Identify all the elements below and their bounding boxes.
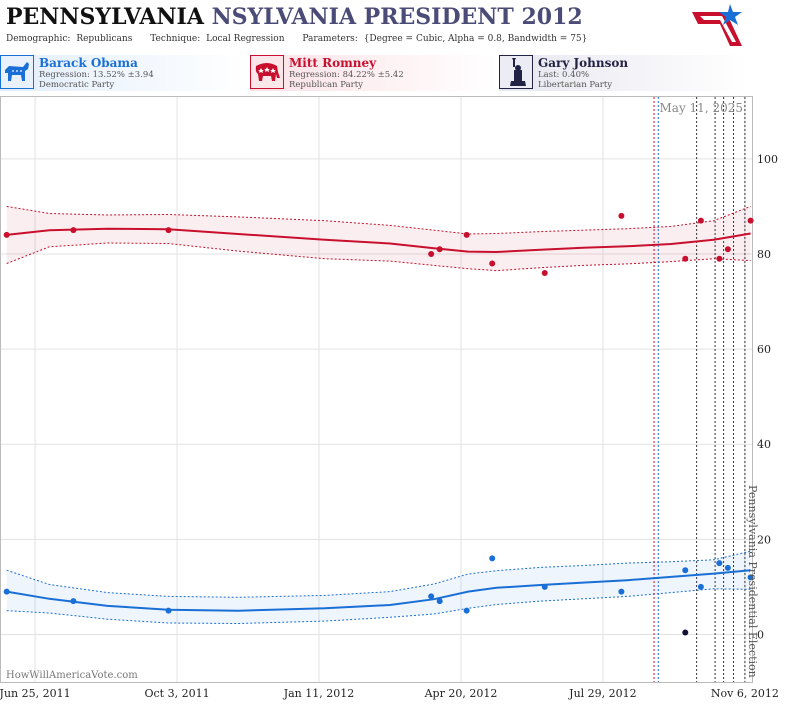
- barack-obama-poll-point: [70, 598, 77, 605]
- barack-obama-poll-point: [697, 583, 704, 590]
- candidate-party: Republican Party: [289, 80, 363, 90]
- mitt-romney-poll-point: [747, 217, 754, 224]
- mitt-romney-poll-point: [489, 260, 496, 267]
- demographic-value: Republicans: [76, 34, 133, 44]
- barack-obama-poll-point: [724, 564, 731, 571]
- mitt-romney-trend-line: [6, 227, 751, 254]
- x-tick-label: Apr 20, 2012: [424, 687, 498, 700]
- barack-obama-lower-bound: [6, 588, 751, 625]
- poll-points: [3, 212, 754, 636]
- barack-obama-poll-point: [682, 567, 689, 574]
- barack-obama-poll-point: [716, 560, 723, 567]
- mitt-romney-poll-point: [70, 227, 77, 234]
- parameters-label: Parameters:: [302, 34, 358, 44]
- barack-obama-poll-point: [541, 583, 548, 590]
- date-stamp: May 11, 2025: [660, 101, 743, 115]
- candidate-party: Libertarian Party: [538, 80, 613, 90]
- mitt-romney-poll-point: [716, 255, 723, 262]
- barack-obama-poll-point: [747, 574, 754, 581]
- mitt-romney-poll-point: [436, 246, 443, 253]
- barack-obama-poll-point: [428, 593, 435, 600]
- plot-frame: [0, 96, 753, 683]
- candidate-regression: Regression: 13.52% ±3.94: [39, 70, 154, 80]
- candidate-name: Barack Obama: [39, 56, 138, 70]
- mitt-romney-poll-point: [724, 246, 731, 253]
- mitt-romney-poll-point: [541, 269, 548, 276]
- demographic-label: Demographic:: [6, 34, 71, 44]
- barack-obama-confidence-band: [6, 551, 751, 624]
- y-tick-label: 20: [757, 533, 771, 546]
- candidate-regression: Regression: 84.22% ±5.42: [289, 70, 404, 80]
- mitt-romney-upper-bound: [6, 205, 751, 235]
- y-tick-label: 100: [757, 153, 778, 166]
- parameters-value: {Degree = Cubic, Alpha = 0.8, Bandwidth …: [363, 34, 588, 44]
- candidate-panel-obama[interactable]: Barack Obama Regression: 13.52% ±3.94 De…: [0, 55, 248, 91]
- x-axis: Jun 25, 2011 Oct 3, 2011 Jan 11, 2012 Apr 2…: [0, 687, 779, 700]
- title-state: PENNSYLVANIA: [6, 4, 204, 30]
- x-tick-label: Nov 6, 2012: [711, 687, 779, 700]
- confidence-bands: [6, 205, 751, 625]
- y-axis: 0 20 40 60 80 100: [757, 153, 778, 642]
- barack-obama-poll-point: [463, 607, 470, 614]
- y-tick-label: 40: [757, 438, 771, 451]
- mitt-romney-poll-point: [3, 231, 10, 238]
- chart-parameters: Demographic: Republicans Technique: Loca…: [6, 34, 590, 44]
- x-tick-label: Jul 29, 2012: [568, 687, 637, 700]
- candidate-panel-johnson[interactable]: Gary Johnson Last: 0.40% Libertarian Par…: [499, 55, 749, 91]
- barack-obama-poll-point: [618, 588, 625, 595]
- gary-johnson-poll-point: [682, 629, 689, 636]
- barack-obama-poll-point: [489, 555, 496, 562]
- site-logo-icon[interactable]: [686, 2, 750, 52]
- y-tick-label: 0: [757, 628, 764, 641]
- technique-label: Technique:: [150, 34, 201, 44]
- donkey-icon: [0, 55, 34, 89]
- candidate-panel-romney[interactable]: Mitt Romney Regression: 84.22% ±5.42 Rep…: [250, 55, 498, 91]
- poll-markers: [653, 97, 746, 682]
- barack-obama-trend-line: [6, 569, 751, 612]
- mitt-romney-poll-point: [463, 231, 470, 238]
- mitt-romney-poll-point: [682, 255, 689, 262]
- x-tick-label: Jan 11, 2012: [283, 687, 355, 700]
- mitt-romney-poll-point: [618, 212, 625, 219]
- event-label: Pennsylvania Presidential Election: [746, 485, 759, 678]
- candidate-last: Last: 0.40%: [538, 70, 590, 80]
- barack-obama-poll-point: [3, 588, 10, 595]
- title-race: NSYLVANIA PRESIDENT 2012: [211, 4, 583, 30]
- candidate-name: Gary Johnson: [538, 56, 629, 70]
- y-tick-label: 80: [757, 248, 771, 261]
- x-tick-label: Jun 25, 2011: [0, 687, 71, 700]
- y-tick-label: 60: [757, 343, 771, 356]
- statue-of-liberty-icon: [499, 55, 533, 89]
- elephant-icon: [250, 55, 284, 89]
- x-tick-label: Oct 3, 2011: [144, 687, 209, 700]
- barack-obama-poll-point: [436, 598, 443, 605]
- barack-obama-poll-point: [165, 607, 172, 614]
- mitt-romney-poll-point: [697, 217, 704, 224]
- mitt-romney-poll-point: [428, 250, 435, 257]
- chart-grid: [1, 97, 752, 682]
- candidate-name: Mitt Romney: [289, 56, 377, 70]
- technique-value: Local Regression: [206, 34, 285, 44]
- page-title: PENNSYLVANIA NSYLVANIA PRESIDENT 2012: [6, 4, 583, 30]
- barack-obama-upper-bound: [6, 550, 751, 598]
- mitt-romney-lower-bound: [6, 242, 751, 272]
- watermark: HowWillAmericaVote.com: [6, 670, 138, 681]
- mitt-romney-poll-point: [165, 227, 172, 234]
- trend-lines: [6, 227, 751, 612]
- candidate-party: Democratic Party: [39, 80, 115, 90]
- mitt-romney-confidence-band: [6, 206, 751, 271]
